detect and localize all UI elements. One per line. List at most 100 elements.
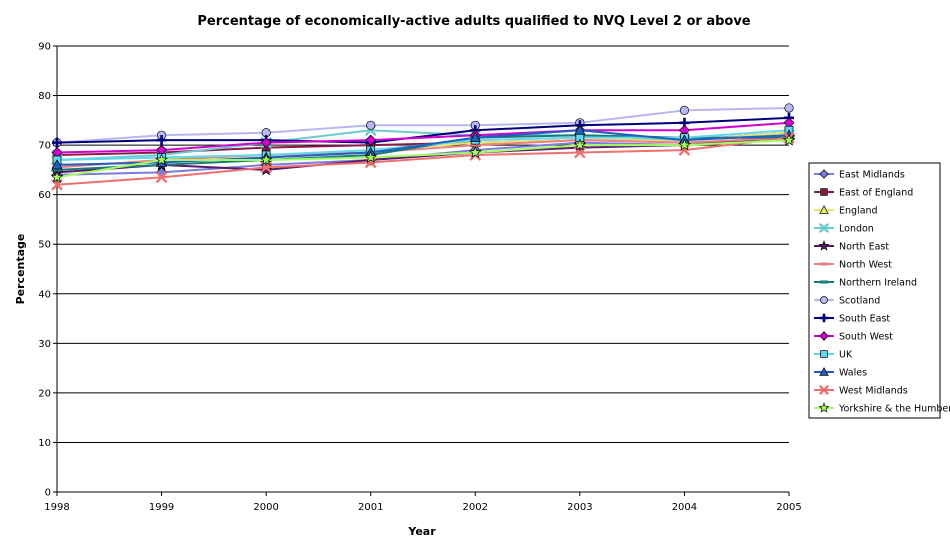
y-tick-label: 60	[38, 190, 51, 201]
legend-label: North East	[839, 242, 889, 253]
y-tick-label: 20	[38, 388, 51, 399]
legend-item: East of England	[814, 188, 913, 199]
legend-label: London	[839, 224, 874, 235]
data-point	[820, 188, 828, 196]
y-tick-label: 10	[38, 438, 51, 449]
legend-label: Yorkshire & the Humber	[838, 404, 950, 415]
x-tick-label: 2004	[672, 502, 697, 513]
data-point	[819, 331, 829, 341]
legend-item: South West	[814, 331, 893, 343]
data-point	[818, 402, 830, 413]
data-point	[819, 262, 829, 266]
x-tick-label: 2002	[463, 502, 488, 513]
gridlines	[57, 45, 789, 443]
data-point	[259, 153, 273, 166]
series-south-west	[51, 117, 795, 159]
series-line	[56, 121, 790, 154]
data-point	[678, 138, 691, 151]
chart-title: Percentage of economically-active adults…	[197, 14, 750, 29]
legend-box	[808, 162, 941, 419]
x-tick-label: 1998	[44, 502, 69, 513]
data-point	[470, 143, 481, 147]
legend-item: Northern Ireland	[814, 278, 917, 289]
legend-label: South East	[839, 314, 890, 325]
series-line	[56, 106, 790, 144]
data-point	[156, 135, 167, 146]
legend-item: Yorkshire & the Humber	[814, 402, 950, 415]
data-point	[51, 159, 63, 170]
legend: East Midlands East of England England Londo…	[808, 162, 950, 419]
legend-item: North West	[814, 260, 892, 271]
y-tick-label: 0	[45, 488, 51, 499]
legend-label: Northern Ireland	[839, 278, 917, 289]
data-point	[818, 240, 830, 251]
legend-label: West Midlands	[839, 386, 908, 397]
y-tick-label: 70	[38, 141, 51, 152]
data-point	[364, 150, 378, 163]
legend-item: London	[814, 222, 874, 235]
series-yorkshire-the-humber	[50, 133, 796, 183]
legend-label: Wales	[839, 368, 867, 379]
y-tick-label: 90	[38, 42, 51, 53]
data-point	[679, 105, 690, 116]
data-point	[574, 124, 586, 135]
legend-item: Scotland	[814, 296, 880, 307]
x-tick-label: 2003	[567, 502, 592, 513]
x-tick-label: 2005	[776, 502, 801, 513]
data-point	[819, 367, 829, 376]
data-point	[819, 205, 829, 214]
legend-item: North East	[814, 240, 889, 253]
data-point	[782, 133, 796, 146]
legend-item: West Midlands	[814, 384, 908, 397]
legend-label: East of England	[839, 188, 913, 199]
legend-label: UK	[839, 350, 853, 361]
data-point	[818, 384, 830, 396]
y-tick-label: 80	[38, 91, 51, 102]
x-tick-label: 2000	[253, 502, 278, 513]
series-group	[50, 103, 796, 191]
data-point	[260, 137, 272, 149]
x-axis-title: Year	[407, 525, 436, 538]
y-tick-label: 50	[38, 240, 51, 251]
legend-item: Wales	[814, 367, 867, 379]
data-point	[818, 222, 830, 234]
legend-label: England	[839, 206, 878, 217]
legend-item: UK	[814, 350, 853, 361]
data-point	[819, 169, 829, 179]
y-axis-title: Percentage	[14, 234, 27, 305]
legend-item: England	[814, 205, 878, 217]
legend-label: Scotland	[839, 296, 880, 307]
data-point	[155, 171, 168, 184]
legend-label: East Midlands	[839, 170, 905, 181]
series-wales	[51, 124, 795, 170]
data-point	[820, 350, 828, 358]
axes: 0 10 20 30 40 50 60 70 80 90 1998 1999 2000 2001 2002 2…	[38, 42, 801, 514]
series-line	[56, 139, 790, 179]
data-point	[366, 120, 376, 130]
x-tick-label: 1999	[149, 502, 174, 513]
data-point	[469, 131, 481, 143]
data-point	[364, 156, 377, 169]
y-tick-label: 30	[38, 339, 51, 350]
data-point	[819, 313, 829, 323]
data-point	[52, 168, 62, 172]
series-line	[56, 129, 790, 166]
data-point	[155, 153, 168, 166]
x-tick-label: 2001	[358, 502, 383, 513]
data-point	[573, 138, 587, 151]
legend-item: East Midlands	[814, 169, 905, 181]
data-point	[678, 144, 691, 156]
series-line	[56, 116, 790, 144]
data-point	[365, 134, 377, 146]
legend-label: North West	[839, 260, 892, 271]
data-point	[50, 170, 64, 183]
data-point	[820, 296, 828, 304]
y-tick-label: 40	[38, 289, 51, 300]
legend-label: South West	[839, 332, 893, 343]
data-point	[819, 280, 829, 284]
series-line	[56, 136, 790, 186]
data-point	[52, 137, 62, 148]
legend-item: South East	[814, 314, 890, 325]
data-point	[468, 145, 482, 158]
